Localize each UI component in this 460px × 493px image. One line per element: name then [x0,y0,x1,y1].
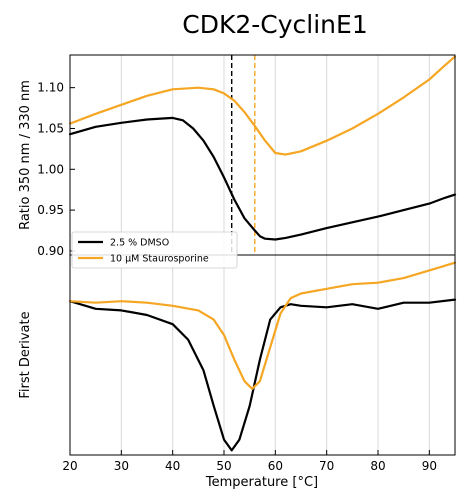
bottom-grid [120,255,430,455]
bottom-y-axis-label: First Derivate [18,311,33,398]
x-tick-label-20: 20 [62,459,77,473]
top-panel: 0.90 0.95 1.00 1.05 1.10 [37,54,457,258]
y-tick-label-1: 0.95 [37,203,64,217]
bottom-x-ticks: 20 30 40 50 60 70 80 90 [62,450,437,473]
legend-label-dmso: 2.5 % DMSO [110,238,169,249]
bottom-series [68,261,457,452]
x-tick-label-90: 90 [422,459,437,473]
y-tick-label-4: 1.10 [37,81,64,95]
legend-label-staurosporine: 10 µM Staurosporine [110,254,209,265]
chart-title: CDK2-CyclinE1 [182,10,367,39]
top-grid [120,55,430,255]
y-tick-label-2: 1.00 [37,162,64,176]
top-series-line-dmso [68,116,457,241]
x-tick-label-40: 40 [165,459,180,473]
top-series-line-staurosporine [68,55,457,156]
top-y-axis-label: Ratio 350 nm / 330 nm [18,80,33,230]
top-plot-frame [69,54,456,256]
y-tick-label-3: 1.05 [37,121,64,135]
x-tick-label-60: 60 [268,459,283,473]
x-tick-label-30: 30 [114,459,129,473]
x-tick-label-80: 80 [370,459,385,473]
x-tick-label-70: 70 [319,459,334,473]
bottom-plot-frame [69,254,456,456]
bottom-panel: 20 30 40 50 60 70 80 90 [62,254,457,473]
x-axis-label: Temperature [°C] [205,475,318,490]
y-tick-label-0: 0.90 [37,244,64,258]
top-series [68,55,457,241]
x-tick-label-50: 50 [216,459,231,473]
legend-box [71,231,238,269]
top-y-ticks: 0.90 0.95 1.00 1.05 1.10 [37,81,75,258]
bottom-series-line-dmso [68,298,457,452]
legend: 2.5 % DMSO 10 µM Staurosporine [71,231,238,269]
top-vlines [230,55,256,255]
bottom-series-line-staurosporine [68,261,457,390]
